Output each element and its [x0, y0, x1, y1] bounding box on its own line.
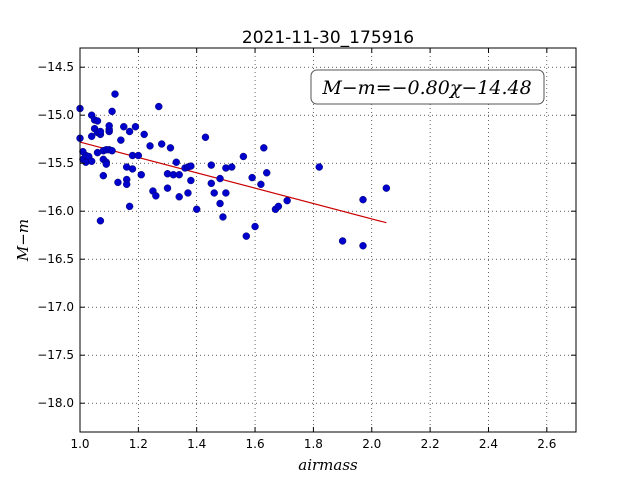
data-point — [137, 171, 145, 179]
data-point — [175, 171, 183, 179]
data-point — [96, 217, 105, 225]
data-point — [201, 133, 210, 141]
x-tick-label: 2.6 — [537, 437, 556, 451]
data-point — [193, 205, 201, 213]
data-point — [122, 180, 131, 189]
data-point — [338, 237, 347, 245]
data-point — [102, 160, 110, 168]
data-point — [359, 242, 367, 250]
y-tick-label: −15.5 — [37, 156, 74, 170]
fit-annotation: M−m=−0.80χ−14.48 — [310, 69, 545, 105]
data-point — [157, 140, 166, 148]
grid — [80, 48, 576, 432]
x-tick-label: 1.0 — [70, 437, 89, 451]
data-point — [128, 165, 137, 173]
axis-ticks: 1.0 1.2 1.4 1.6 1.8 2.0 2.2 2.4 2.6 −14.5 −15.0 −15… — [37, 48, 576, 451]
y-tick-label: −16.0 — [37, 204, 74, 218]
data-point — [108, 147, 116, 155]
data-point — [87, 157, 96, 165]
data-point — [187, 162, 195, 170]
data-point — [187, 176, 195, 185]
data-point — [210, 189, 218, 197]
y-tick-label: −14.5 — [37, 60, 74, 74]
data-point — [251, 222, 259, 231]
data-point — [93, 117, 102, 125]
data-point — [315, 163, 323, 171]
data-point — [99, 171, 108, 180]
data-point — [134, 151, 143, 160]
data-point — [359, 195, 367, 204]
data-point — [263, 169, 271, 177]
data-point — [222, 189, 230, 197]
data-point — [114, 178, 122, 187]
x-tick-label: 1.8 — [304, 437, 323, 451]
data-point — [140, 130, 148, 139]
data-point — [152, 192, 160, 200]
data-point — [239, 152, 248, 161]
data-point — [228, 163, 236, 171]
data-point — [207, 161, 215, 169]
data-point — [125, 127, 134, 136]
data-point — [216, 199, 224, 208]
data-point — [260, 144, 268, 152]
points-group — [76, 90, 391, 250]
x-tick-label: 2.2 — [421, 437, 440, 451]
data-point — [216, 174, 224, 183]
data-point — [172, 158, 180, 166]
data-point — [242, 232, 251, 240]
data-point — [248, 173, 256, 182]
x-tick-label: 2.4 — [479, 437, 498, 451]
data-point — [125, 202, 134, 211]
x-tick-label: 1.2 — [129, 437, 148, 451]
x-tick-label: 1.4 — [187, 437, 206, 451]
data-point — [105, 122, 113, 130]
y-tick-label: −16.5 — [37, 252, 74, 266]
plot-frame — [79, 47, 577, 433]
y-tick-label: −18.0 — [37, 396, 74, 410]
data-point — [111, 90, 119, 98]
y-axis-label: M−m — [14, 219, 32, 262]
x-tick-label: 1.6 — [246, 437, 265, 451]
fit-equation: M−m=−0.80χ−14.48 — [321, 77, 531, 99]
y-tick-label: −17.0 — [37, 300, 74, 314]
data-point — [146, 142, 154, 150]
data-point — [382, 184, 391, 192]
y-tick-label: −17.5 — [37, 348, 74, 362]
data-point — [219, 213, 227, 221]
data-point — [87, 132, 96, 141]
data-point — [131, 123, 140, 131]
annotation-box — [310, 69, 545, 105]
data-point — [108, 107, 116, 116]
x-tick-label: 2.0 — [362, 437, 381, 451]
data-point — [274, 202, 283, 211]
data-point — [257, 180, 265, 189]
data-point — [207, 179, 215, 188]
data-point — [166, 144, 175, 152]
y-tick-label: −15.0 — [37, 108, 74, 122]
chart-title: 2021-11-30_175916 — [242, 28, 414, 48]
data-point — [155, 102, 163, 111]
data-point — [184, 189, 192, 197]
data-point — [175, 193, 183, 201]
data-point — [117, 136, 125, 144]
data-point — [96, 127, 105, 136]
data-point — [163, 184, 172, 192]
x-axis-label: airmass — [298, 456, 358, 474]
plot-area — [80, 48, 576, 432]
data-point — [283, 196, 291, 205]
data-point — [120, 123, 128, 131]
